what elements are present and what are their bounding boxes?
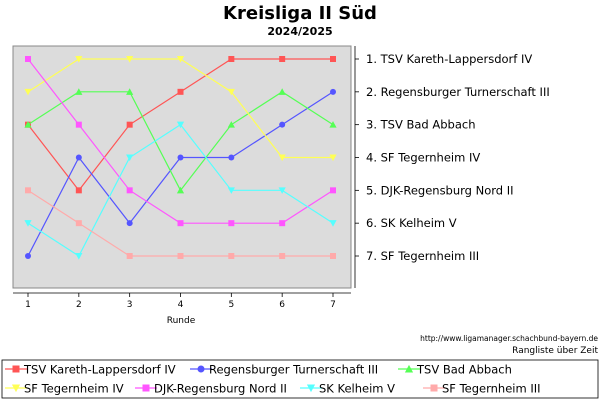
data-point-s1-r4 [177,88,184,95]
data-point-s3-r7 [329,121,337,128]
rank-label-4: 4. SF Tegernheim IV [366,151,480,165]
data-point-s4-r5 [227,88,235,96]
rank-label-6: 6. SK Kelheim V [366,216,457,230]
data-point-s1-r6 [279,56,286,62]
x-tick-label-1: 1 [25,300,31,310]
data-point-s3-r4 [176,186,185,194]
data-point-s7-r3 [126,253,133,259]
data-point-s6-r5 [227,187,235,194]
data-point-s3-r6 [278,88,286,95]
data-point-s7-r2 [75,220,82,227]
rank-label-2: 2. Regensburger Turnerschaft III [366,85,550,99]
legend-marker-5 [142,384,150,392]
chart-subtitle: 2024/2025 [267,25,332,38]
legend-marker-1 [12,365,20,373]
data-point-s3-r3 [126,88,134,95]
x-tick-label-5: 5 [228,300,234,310]
x-axis-label: Runde [167,316,196,326]
data-point-s6-r4 [176,121,185,129]
source-url: http://www.ligamanager.schachbund-bayern… [420,334,598,343]
data-point-s7-r1 [25,187,31,194]
data-point-s4-r3 [126,56,134,63]
data-point-s6-r7 [329,220,337,227]
data-point-s7-r6 [279,253,286,259]
legend-label-6: SK Kelheim V [319,382,395,396]
legend-marker-3 [404,364,414,373]
data-point-s4-r6 [278,154,286,162]
rank-label-7: 7. SF Tegernheim III [366,249,479,263]
plot-area [12,45,352,289]
data-point-s5-r3 [126,187,133,194]
legend-marker-2 [197,365,205,373]
legend-marker-7 [430,384,438,392]
data-point-s5-r7 [330,187,336,194]
data-point-s2-r4 [177,154,184,161]
data-point-s7-r7 [330,253,336,259]
data-point-s5-r4 [177,220,184,227]
data-point-s4-r4 [176,56,185,63]
data-point-s2-r3 [126,220,133,227]
x-tick-label-6: 6 [279,300,285,310]
data-point-s7-r4 [177,253,184,259]
data-point-s2-r1 [25,253,31,259]
data-point-s4-r1 [24,88,32,96]
x-tick-label-4: 4 [178,300,184,310]
legend-label-2: Regensburger Turnerschaft III [209,363,378,377]
data-point-s6-r3 [126,154,134,162]
data-point-s1-r7 [330,56,336,62]
legend-marker-4 [11,384,21,393]
data-point-s2-r2 [75,154,82,161]
x-tick-label-3: 3 [127,300,133,310]
legend-label-1: TSV Kareth-Lappersdorf IV [23,363,176,377]
rank-label-5: 5. DJK-Regensburg Nord II [366,183,514,197]
data-point-s5-r5 [228,220,235,227]
data-point-s2-r6 [279,121,286,128]
data-point-s2-r5 [228,154,235,161]
data-point-s1-r2 [75,187,82,194]
x-tick-label-7: 7 [330,300,336,310]
data-point-s3-r5 [227,121,235,128]
data-point-s7-r5 [228,253,235,259]
data-point-s3-r1 [24,121,32,128]
data-point-s3-r2 [75,88,83,95]
rank-label-3: 3. TSV Bad Abbach [366,118,476,132]
data-point-s4-r2 [75,56,83,63]
legend-label-4: SF Tegernheim IV [24,382,124,396]
data-point-s6-r2 [75,253,83,260]
legend-label-5: DJK-Regensburg Nord II [154,382,287,396]
legend-box [1,359,599,399]
chart-caption: Rangliste über Zeit [512,346,598,356]
chart-title: Kreisliga II Süd [223,3,377,24]
data-point-s6-r6 [278,187,286,194]
rank-label-1: 1. TSV Kareth-Lappersdorf IV [366,52,532,66]
legend-marker-6 [306,384,316,393]
data-point-s5-r2 [75,121,82,128]
data-point-s2-r7 [330,88,336,95]
data-point-s1-r5 [228,56,235,62]
data-point-s4-r7 [329,154,337,162]
legend-label-3: TSV Bad Abbach [416,363,512,377]
legend-label-7: SF Tegernheim III [442,382,541,396]
data-point-s1-r3 [126,121,133,128]
x-tick-label-2: 2 [76,300,82,310]
data-point-s5-r6 [279,220,286,227]
data-point-s5-r1 [25,56,31,62]
data-point-s6-r1 [24,220,32,227]
